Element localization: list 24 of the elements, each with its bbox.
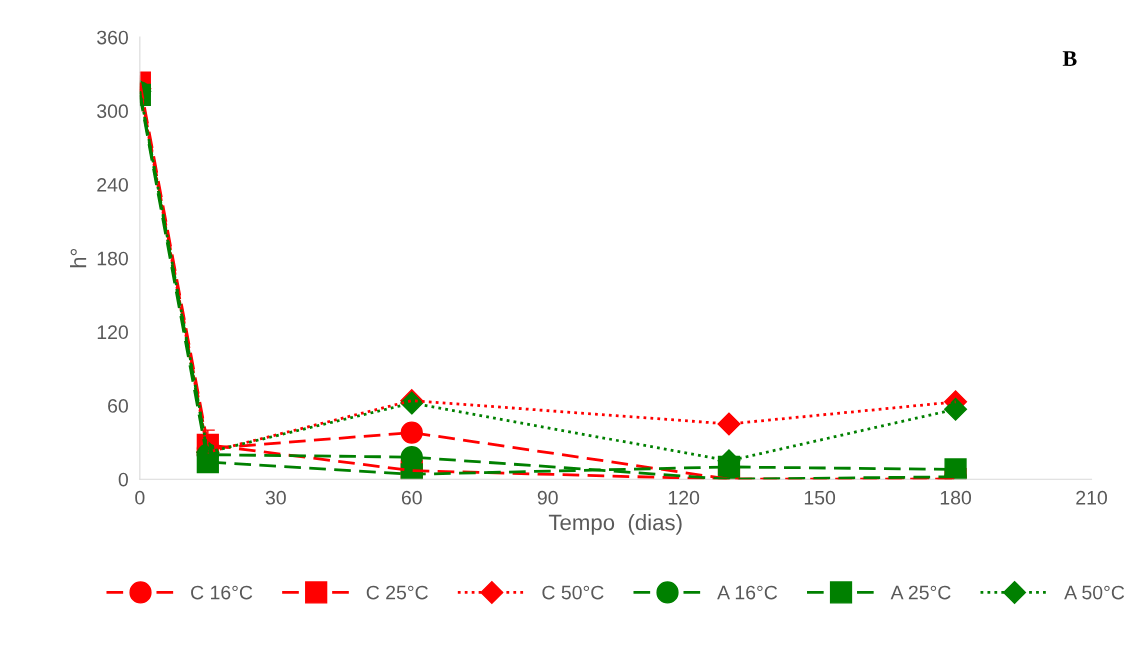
legend-label: C 50°C <box>542 585 604 600</box>
x-tick-label: 30 <box>265 490 286 505</box>
annotation: B <box>1062 51 1077 66</box>
y-tick-label: 180 <box>97 251 128 266</box>
x-tick-label: 60 <box>401 490 422 505</box>
legend-label: A 50°C <box>1064 585 1125 600</box>
x-tick-label: 180 <box>940 490 972 505</box>
y-tick-label: 240 <box>97 177 128 192</box>
legend-label: A 16°C <box>717 585 778 600</box>
legend-label: C 16°C <box>191 585 253 600</box>
y-tick-label: 0 <box>118 472 128 487</box>
legend-label: A 25°C <box>890 585 951 600</box>
y-tick-label: 120 <box>97 325 128 340</box>
y-axis-title: h° <box>70 248 87 268</box>
x-axis-title: Tempo (dias) <box>548 514 682 535</box>
y-tick-label: 300 <box>97 104 128 119</box>
legend-label: C 25°C <box>366 585 428 600</box>
x-tick-label: 90 <box>537 490 558 505</box>
x-tick-label: 0 <box>135 490 145 505</box>
x-tick-label: 120 <box>668 490 700 505</box>
y-tick-label: 360 <box>97 30 128 45</box>
x-tick-label: 210 <box>1076 490 1107 505</box>
x-tick-label: 150 <box>804 490 836 505</box>
y-tick-label: 60 <box>108 399 128 413</box>
